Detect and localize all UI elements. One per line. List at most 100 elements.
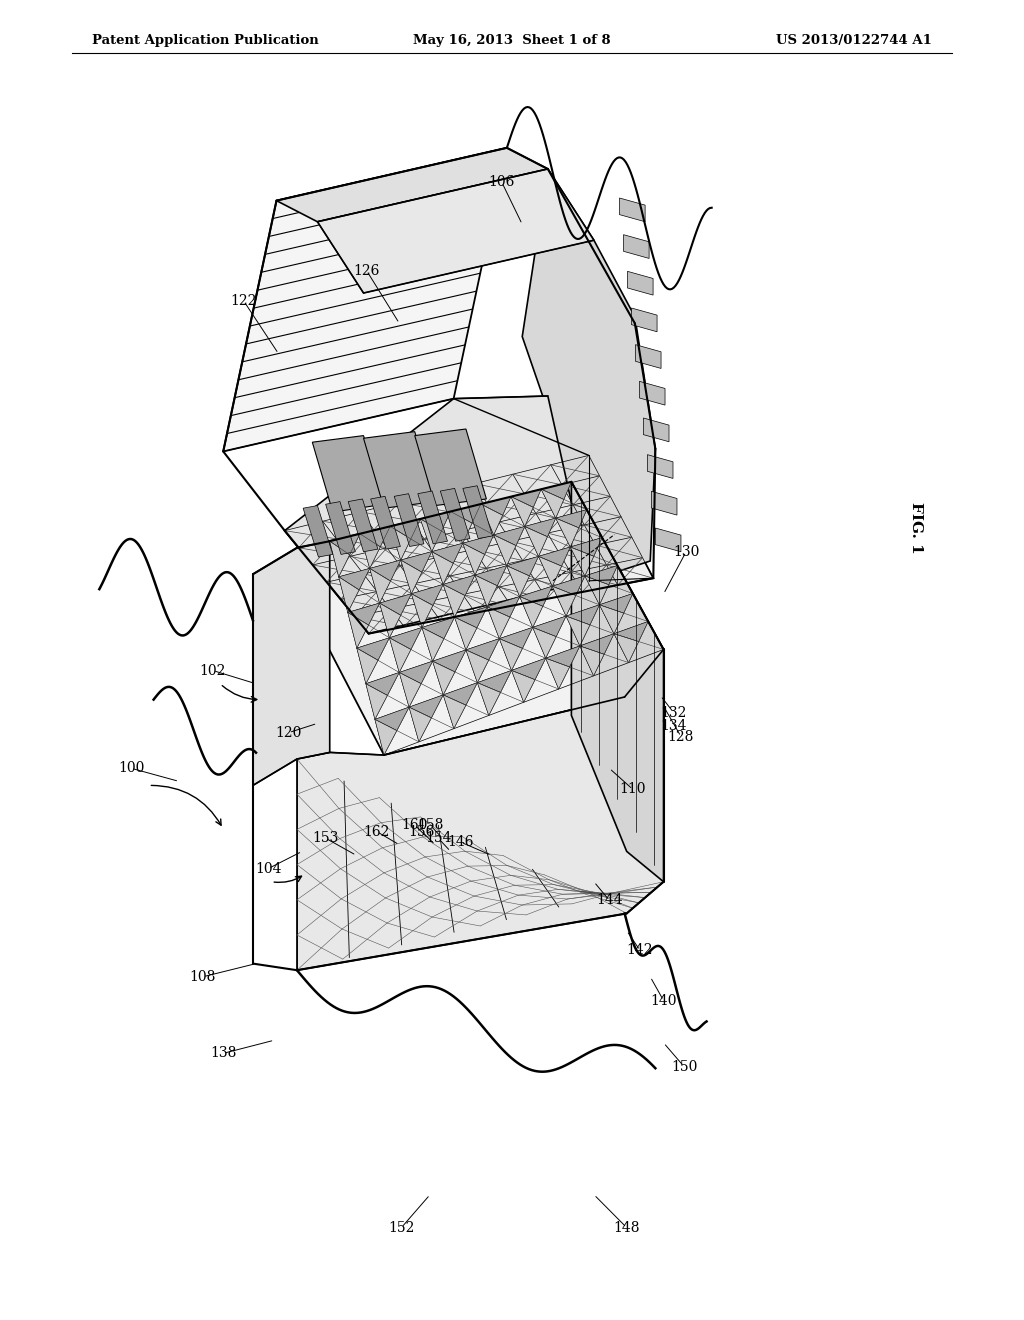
Polygon shape: [463, 544, 484, 576]
Text: 128: 128: [668, 730, 694, 743]
Polygon shape: [366, 684, 387, 719]
Polygon shape: [520, 597, 543, 627]
Polygon shape: [511, 496, 534, 527]
Polygon shape: [415, 429, 486, 506]
Text: 102: 102: [200, 664, 226, 677]
Polygon shape: [566, 616, 590, 645]
Polygon shape: [477, 682, 501, 715]
Polygon shape: [570, 537, 602, 556]
Polygon shape: [466, 639, 500, 660]
Polygon shape: [585, 565, 617, 585]
Polygon shape: [370, 560, 400, 581]
Polygon shape: [330, 533, 360, 554]
Polygon shape: [253, 541, 330, 785]
Polygon shape: [443, 576, 475, 595]
Polygon shape: [624, 235, 649, 259]
Text: 142: 142: [627, 944, 653, 957]
Polygon shape: [330, 541, 350, 577]
Polygon shape: [580, 645, 604, 676]
Polygon shape: [421, 519, 441, 552]
Polygon shape: [348, 612, 369, 648]
Polygon shape: [412, 585, 443, 606]
Polygon shape: [410, 694, 443, 718]
Polygon shape: [339, 569, 370, 590]
Polygon shape: [475, 566, 507, 586]
Polygon shape: [466, 649, 488, 682]
Text: 152: 152: [388, 1221, 415, 1234]
Polygon shape: [432, 552, 454, 585]
Text: 110: 110: [620, 783, 646, 796]
Polygon shape: [585, 576, 609, 605]
Text: 120: 120: [275, 726, 302, 739]
Text: May 16, 2013  Sheet 1 of 8: May 16, 2013 Sheet 1 of 8: [414, 34, 610, 48]
Polygon shape: [370, 569, 390, 603]
Text: 104: 104: [255, 862, 282, 875]
Text: 148: 148: [613, 1221, 640, 1234]
Text: FIG. 1: FIG. 1: [909, 502, 924, 554]
Polygon shape: [494, 535, 516, 566]
Polygon shape: [422, 627, 444, 661]
Polygon shape: [494, 527, 524, 545]
Polygon shape: [599, 594, 633, 614]
Polygon shape: [477, 671, 512, 693]
Polygon shape: [360, 527, 390, 546]
Polygon shape: [312, 436, 384, 512]
Text: 144: 144: [596, 894, 623, 907]
Polygon shape: [357, 638, 389, 660]
Polygon shape: [539, 546, 570, 566]
Polygon shape: [511, 490, 542, 507]
Polygon shape: [571, 482, 664, 882]
Polygon shape: [556, 510, 587, 528]
Polygon shape: [599, 605, 624, 634]
Polygon shape: [463, 486, 493, 539]
Polygon shape: [524, 527, 548, 557]
Polygon shape: [500, 627, 532, 648]
Polygon shape: [389, 627, 422, 649]
Polygon shape: [348, 499, 378, 552]
Polygon shape: [412, 594, 433, 627]
Text: 162: 162: [364, 825, 390, 838]
Polygon shape: [360, 533, 380, 569]
Polygon shape: [455, 618, 477, 649]
Polygon shape: [433, 661, 455, 694]
Polygon shape: [546, 645, 580, 667]
Polygon shape: [566, 605, 599, 624]
Text: 158: 158: [417, 818, 443, 832]
Polygon shape: [399, 661, 433, 684]
Polygon shape: [443, 682, 477, 705]
Polygon shape: [366, 672, 399, 696]
Polygon shape: [400, 560, 422, 594]
Text: 146: 146: [447, 836, 474, 849]
Polygon shape: [475, 576, 498, 607]
Polygon shape: [303, 506, 333, 557]
Polygon shape: [463, 535, 494, 554]
Polygon shape: [507, 557, 539, 576]
Text: US 2013/0122744 A1: US 2013/0122744 A1: [776, 34, 932, 48]
Polygon shape: [532, 616, 566, 636]
Text: 106: 106: [488, 176, 515, 189]
Polygon shape: [390, 519, 421, 539]
Polygon shape: [632, 308, 657, 331]
Polygon shape: [580, 634, 614, 655]
Polygon shape: [410, 708, 431, 742]
Polygon shape: [433, 649, 466, 672]
Polygon shape: [651, 491, 677, 515]
Polygon shape: [520, 586, 552, 606]
Polygon shape: [647, 454, 673, 478]
Polygon shape: [394, 494, 424, 546]
Polygon shape: [481, 504, 503, 535]
Polygon shape: [512, 659, 546, 680]
Polygon shape: [552, 586, 575, 616]
Polygon shape: [507, 566, 529, 597]
Polygon shape: [297, 697, 664, 970]
Polygon shape: [375, 708, 410, 731]
Text: Patent Application Publication: Patent Application Publication: [92, 34, 318, 48]
Polygon shape: [532, 627, 556, 659]
Polygon shape: [400, 552, 432, 573]
Polygon shape: [443, 694, 466, 729]
Text: 126: 126: [353, 264, 380, 277]
Text: 154: 154: [425, 832, 452, 845]
Polygon shape: [389, 638, 411, 672]
Polygon shape: [524, 519, 556, 537]
Text: 150: 150: [671, 1060, 697, 1073]
